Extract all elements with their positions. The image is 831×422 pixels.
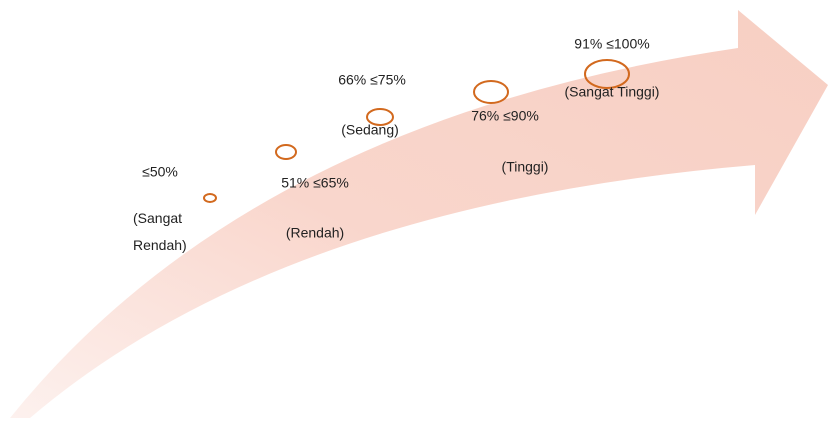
marker (275, 144, 297, 160)
category-label: (Sangat Rendah) (133, 210, 187, 253)
category-label: (Sangat Tinggi) (564, 83, 660, 100)
range-label: 66% ≤75% (338, 71, 406, 88)
category-label: (Sedang) (341, 121, 399, 138)
curved-arrow (10, 10, 828, 418)
marker (203, 193, 217, 203)
category-label: (Rendah) (285, 224, 345, 241)
range-label: 91% ≤100% (574, 35, 650, 52)
range-label: 76% ≤90% (471, 107, 539, 124)
range-label: ≤50% (142, 163, 178, 180)
category-label: (Tinggi) (501, 158, 549, 175)
marker (473, 80, 509, 104)
marker (366, 108, 394, 126)
range-label: 51% ≤65% (281, 174, 349, 191)
marker (584, 59, 630, 89)
